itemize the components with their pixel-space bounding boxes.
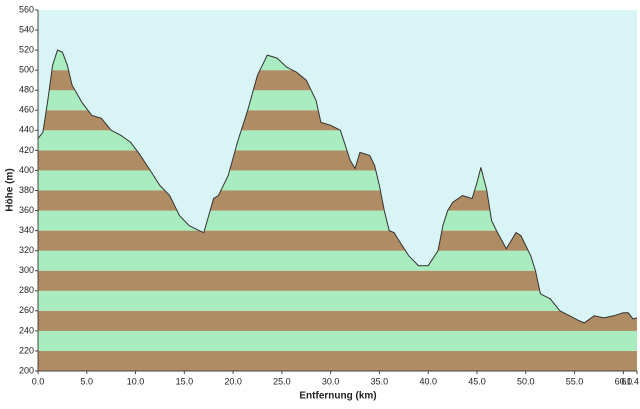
y-tick-label: 260 [19,305,34,315]
y-tick-label: 240 [19,325,34,335]
x-tick-label: 61.4 [621,376,639,386]
x-tick-label: 20.0 [224,376,242,386]
x-tick-label: 50.0 [517,376,535,386]
x-tick-label: 10.0 [127,376,145,386]
profile-line [37,49,638,324]
x-tick-label: 35.0 [371,376,389,386]
x-tick-label: 15.0 [176,376,194,386]
x-axis-title: Entfernung (km) [299,391,376,402]
y-tick-label: 340 [19,225,34,235]
y-tick-label: 280 [19,285,34,295]
y-axis-title: Höhe (m) [5,168,16,211]
y-tick-label: 500 [19,65,34,75]
x-tick-label: 30.0 [322,376,340,386]
y-tick-label: 360 [19,205,34,215]
elevation-band [38,230,637,251]
x-tick-label: 0.0 [32,376,45,386]
y-tick-label: 320 [19,245,34,255]
y-tick-label: 220 [19,345,34,355]
y-tick-label: 400 [19,165,34,175]
y-tick-label: 540 [19,24,34,34]
elevation-band [38,310,637,331]
y-tick-label: 440 [19,125,34,135]
y-tick-label: 200 [19,365,34,375]
x-tick-label: 25.0 [273,376,291,386]
y-tick-label: 480 [19,85,34,95]
y-tick-label: 420 [19,145,34,155]
elevation-band [38,250,637,271]
x-tick-label: 55.0 [566,376,584,386]
x-tick-label: 60.0 [615,376,633,386]
x-tick-label: 5.0 [81,376,94,386]
y-tick-label: 460 [19,105,34,115]
x-tick-label: 40.0 [419,376,437,386]
elevation-band [38,270,637,291]
y-tick-label: 560 [19,4,34,14]
x-tick-label: 45.0 [468,376,486,386]
y-tick-label: 520 [19,44,34,54]
y-tick-label: 300 [19,265,34,275]
elevation-band [38,330,637,351]
elevation-band [38,290,637,311]
y-tick-label: 380 [19,185,34,195]
elevation-band [38,350,637,371]
